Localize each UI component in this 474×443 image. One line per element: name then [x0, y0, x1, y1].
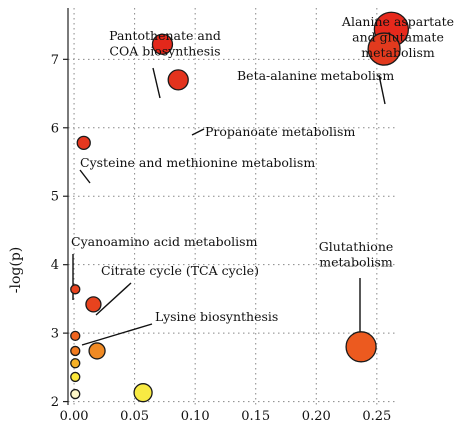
data-point-6: [85, 296, 102, 313]
annotation-line: metabolism: [361, 45, 435, 60]
x-tick-label: 0.00: [60, 409, 89, 424]
data-point-10: [88, 342, 106, 360]
y-tick-label: 7: [51, 53, 59, 68]
data-point-14: [133, 383, 153, 403]
data-point-1: [367, 32, 401, 66]
annotation-label-5: Cyanoamino acid metabolism: [71, 234, 258, 249]
x-tick-label: 0.05: [120, 409, 149, 424]
annotation-line: Pantothenate and: [109, 28, 221, 43]
annotation-line: metabolism: [319, 255, 393, 270]
annotation-line: Propanoate metabolism: [205, 124, 355, 139]
annotation-line: Cyanoamino acid metabolism: [71, 234, 258, 249]
annotation-line: and glutamate: [352, 30, 444, 45]
x-tick-label: 0.10: [181, 409, 210, 424]
y-tick-label: 4: [51, 258, 59, 273]
annotation-line: Beta-alanine metabolism: [237, 68, 394, 83]
axes: 0.00 0.05 0.10 0.15 0.20 0.25 2 3 4 5 6 7: [51, 8, 391, 424]
annotation-line: Cysteine and methionine metabolism: [80, 155, 315, 170]
annotation-label-0: Alanine aspartate and glutamate metabolism: [341, 14, 454, 60]
y-tick-label: 5: [51, 190, 59, 205]
annotation-label-4: Cysteine and methionine metabolism: [80, 155, 315, 170]
x-tick-label: 0.15: [241, 409, 270, 424]
data-point-3: [167, 69, 189, 91]
annotation-leader-2: [378, 74, 386, 105]
data-point-4: [76, 135, 91, 150]
annotation-label-6: Citrate cycle (TCA cycle): [101, 263, 259, 278]
data-points: [70, 11, 410, 403]
annotation-line: Glutathione: [319, 239, 394, 254]
annotation-leader-1: [152, 67, 161, 99]
annotation-label-3: Propanoate metabolism: [205, 124, 355, 139]
y-tick-label: 3: [51, 327, 59, 342]
annotation-label-8: Glutathione metabolism: [319, 239, 394, 270]
y-axis-title: -log(p): [8, 247, 24, 293]
y-tick-label: 6: [51, 121, 59, 136]
annotation-label-1: Pantothenate and COA biosynthesis: [109, 28, 221, 59]
data-point-11: [70, 358, 81, 369]
annotation-leader-4: [79, 169, 91, 184]
x-tick-label: 0.20: [302, 409, 331, 424]
y-tick-label: 2: [51, 395, 59, 410]
data-point-8: [70, 330, 81, 342]
annotation-leader-3: [191, 128, 205, 136]
data-point-9: [70, 345, 81, 357]
data-point-7: [70, 284, 81, 295]
x-tick-label: 0.25: [362, 409, 391, 424]
annotation-line: Lysine biosynthesis: [155, 309, 278, 324]
annotation-label-7: Lysine biosynthesis: [155, 309, 278, 324]
data-point-12: [70, 371, 81, 383]
annotation-leader-7: [81, 323, 153, 346]
annotation-line: COA biosynthesis: [109, 44, 220, 59]
data-point-2: [151, 33, 174, 55]
annotation-leader-6: [95, 282, 132, 316]
annotation-leader-lines: [72, 67, 386, 346]
annotation-line: Citrate cycle (TCA cycle): [101, 263, 259, 278]
data-point-13: [70, 388, 81, 400]
data-point-5: [345, 331, 377, 363]
point-annotations: Alanine aspartate and glutamate metabolism…: [71, 14, 454, 324]
annotation-label-2: Beta-alanine metabolism: [237, 68, 394, 83]
annotation-line: Alanine aspartate: [341, 14, 454, 29]
